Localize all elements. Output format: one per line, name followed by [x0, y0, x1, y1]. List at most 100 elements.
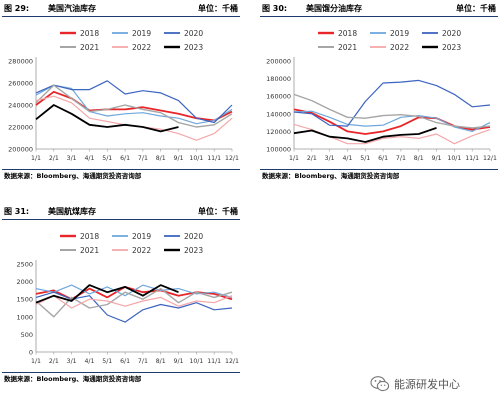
figure-number: 图 29:	[4, 4, 30, 13]
jet-fuel-inventory-chart: 2018 2019 2020 2021 2022 2023 0 500 1000 1500 2000…	[16, 232, 239, 365]
unit-label: 单位：千桶	[198, 4, 238, 13]
legend-label-2020: 2020	[442, 29, 461, 38]
watermark: 能源研发中心	[370, 375, 498, 393]
source-note: 数据来源：Bloomberg、海通期货投资咨询部	[2, 169, 240, 183]
y-tick-label: 160000	[266, 93, 291, 101]
y-tick-label: 240000	[8, 102, 33, 110]
legend-label-2021: 2021	[80, 246, 99, 255]
chart-title: 美国馏分油库存	[306, 4, 362, 13]
x-tick-label: 7/1	[138, 358, 148, 365]
series-line-2020	[35, 80, 233, 124]
x-tick-label: 1/1	[31, 155, 41, 162]
figure-number: 图 31:	[4, 207, 30, 216]
x-tick-label: 10/1	[447, 155, 461, 162]
chart-title: 美国航煤库存	[48, 207, 96, 216]
legend-label-2022: 2022	[132, 246, 151, 255]
figure-29-panel: 图 29: 美国汽油库存 单位：千桶 2018 2019 2020 2021 2022 2…	[2, 2, 240, 183]
x-tick-label: 9/1	[174, 358, 184, 365]
legend-label-2019: 2019	[132, 29, 151, 38]
x-tick-label: 6/1	[378, 155, 388, 162]
x-tick-label: 4/1	[84, 358, 94, 365]
y-tick-label: 100000	[266, 146, 291, 154]
series-line-2023	[35, 284, 179, 304]
series-line-2020	[35, 291, 233, 323]
x-tick-label: 1/1	[31, 358, 41, 365]
x-tick-label: 9/1	[432, 155, 442, 162]
x-tick-label: 9/1	[174, 155, 184, 162]
x-tick-label: 5/1	[102, 155, 112, 162]
x-tick-label: 4/1	[342, 155, 352, 162]
x-tick-label: 8/1	[156, 155, 166, 162]
x-tick-label: 1/1	[289, 155, 299, 162]
figure-header: 图 31: 美国航煤库存 单位：千桶	[2, 205, 240, 220]
y-tick-label: 120000	[266, 128, 291, 136]
unit-label: 单位：千桶	[456, 4, 496, 13]
x-tick-label: 6/1	[120, 155, 130, 162]
x-tick-label: 8/1	[414, 155, 424, 162]
legend-label-2023: 2023	[184, 246, 203, 255]
series-line-2020	[293, 79, 491, 127]
legend-label-2023: 2023	[184, 43, 203, 52]
wechat-icon	[370, 376, 390, 392]
x-tick-label: 8/1	[156, 358, 166, 365]
y-tick-label: 260000	[8, 80, 33, 88]
y-tick-label: 220000	[8, 124, 33, 132]
x-tick-label: 3/1	[67, 155, 77, 162]
y-tick-label: 200000	[8, 146, 33, 154]
legend-label-2021: 2021	[338, 43, 357, 52]
y-tick-label: 2000	[16, 278, 33, 286]
y-tick-label: 500	[21, 331, 33, 339]
x-tick-label: 11/1	[207, 358, 221, 365]
x-tick-label: 7/1	[396, 155, 406, 162]
x-tick-label: 4/1	[84, 155, 94, 162]
series-line-2021	[293, 93, 491, 129]
legend-label-2022: 2022	[132, 43, 151, 52]
x-tick-label: 11/1	[207, 155, 221, 162]
figure-31-panel: 图 31: 美国航煤库存 单位：千桶 2018 2019 2020 2021 2022 2…	[2, 205, 240, 386]
x-tick-label: 5/1	[102, 358, 112, 365]
x-tick-label: 2/1	[49, 155, 59, 162]
unit-label: 单位：千桶	[198, 207, 238, 216]
x-tick-label: 3/1	[325, 155, 335, 162]
chart-title: 美国汽油库存	[48, 4, 96, 13]
figure-number: 图 30:	[262, 4, 288, 13]
series-line-2023	[293, 127, 437, 143]
legend-label-2020: 2020	[184, 232, 203, 241]
y-tick-label: 180000	[266, 75, 291, 83]
series-line-2021	[35, 84, 233, 128]
x-tick-label: 12/1	[225, 155, 239, 162]
series-line-2019	[293, 110, 491, 133]
series-line-2018	[35, 90, 233, 122]
x-tick-label: 11/1	[465, 155, 479, 162]
watermark-text: 能源研发中心	[394, 378, 460, 391]
legend-label-2018: 2018	[80, 232, 99, 241]
y-tick-label: 200000	[266, 58, 291, 66]
x-tick-label: 12/1	[483, 155, 497, 162]
series-line-2022	[35, 295, 233, 309]
x-tick-label: 7/1	[138, 155, 148, 162]
distillate-inventory-chart: 2018 2019 2020 2021 2022 2023 100000 120000 1400…	[266, 29, 497, 162]
source-note: 数据来源：Bloomberg、海通期货投资咨询部	[260, 169, 498, 183]
legend-label-2018: 2018	[338, 29, 357, 38]
y-tick-label: 1000	[16, 313, 33, 321]
source-note: 数据来源：Bloomberg、海通期货投资咨询部	[2, 372, 240, 386]
figure-header: 图 29: 美国汽油库存 单位：千桶	[2, 2, 240, 17]
x-tick-label: 6/1	[120, 358, 130, 365]
y-tick-label: 280000	[8, 58, 33, 66]
x-tick-label: 5/1	[360, 155, 370, 162]
x-tick-label: 12/1	[225, 358, 239, 365]
figure-30-panel: 图 30: 美国馏分油库存 单位：千桶 2018 2019 2020 2021 2022…	[260, 2, 498, 183]
figure-header: 图 30: 美国馏分油库存 单位：千桶	[260, 2, 498, 17]
series-line-2023	[35, 104, 179, 133]
x-tick-label: 3/1	[67, 358, 77, 365]
gasoline-inventory-chart: 2018 2019 2020 2021 2022 2023 200000 220000 2400…	[8, 29, 239, 162]
x-tick-label: 2/1	[307, 155, 317, 162]
legend-label-2022: 2022	[390, 43, 409, 52]
legend-label-2023: 2023	[442, 43, 461, 52]
x-tick-label: 10/1	[189, 358, 203, 365]
y-tick-label: 0	[29, 349, 33, 357]
legend-label-2019: 2019	[390, 29, 409, 38]
x-tick-label: 10/1	[189, 155, 203, 162]
series-line-2019	[35, 84, 233, 125]
y-tick-label: 2500	[16, 261, 33, 269]
